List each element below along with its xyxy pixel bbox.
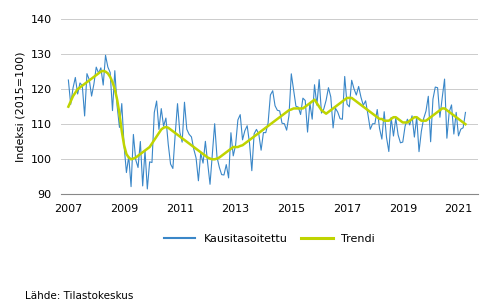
- Text: Lähde: Tilastokeskus: Lähde: Tilastokeskus: [25, 291, 133, 301]
- Y-axis label: Indeksi (2015=100): Indeksi (2015=100): [15, 51, 25, 162]
- Legend: Kausitasoitettu, Trendi: Kausitasoitettu, Trendi: [160, 230, 380, 249]
